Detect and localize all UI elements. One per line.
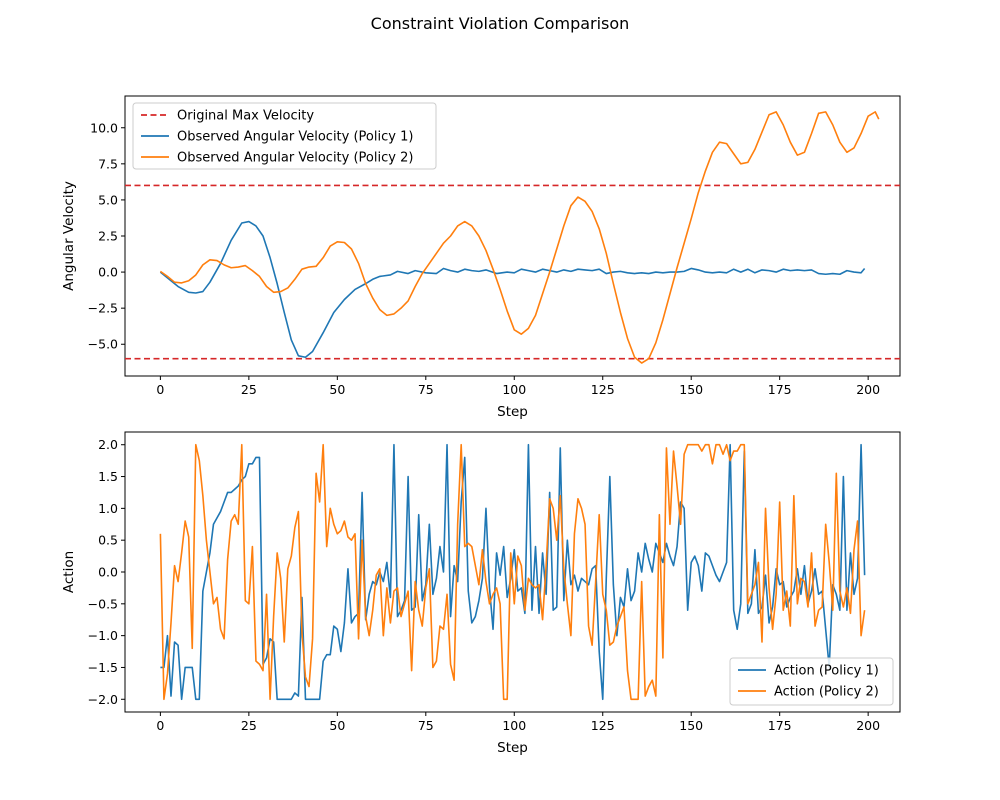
- x-tick-label: 75: [418, 718, 434, 733]
- y-tick-label: −2.5: [88, 301, 118, 316]
- series-line-2: [159, 111, 880, 364]
- x-axis-label: Step: [497, 404, 528, 420]
- y-tick-label: −0.5: [88, 596, 118, 611]
- plot-area: [125, 111, 900, 364]
- y-tick-label: 0.5: [98, 533, 118, 548]
- x-tick-label: 150: [679, 718, 703, 733]
- legend-entry: Action (Policy 1): [774, 664, 879, 679]
- y-tick-label: 1.5: [98, 469, 118, 484]
- x-tick-label: 25: [241, 382, 257, 397]
- y-tick-label: −2.0: [88, 692, 118, 707]
- legend-box: [729, 657, 894, 706]
- plot-area: [159, 443, 866, 701]
- legend: Action (Policy 1) Action (Policy 2): [729, 657, 894, 706]
- x-tick-label: 0: [156, 382, 164, 397]
- x-tick-label: 100: [502, 718, 526, 733]
- y-tick-label: 2.5: [98, 229, 118, 244]
- y-tick-label: −1.5: [88, 660, 118, 675]
- x-tick-label: 200: [856, 718, 880, 733]
- y-tick-label: −5.0: [88, 337, 118, 352]
- legend: Original Max Velocity Observed Angular Ve…: [132, 102, 437, 170]
- x-tick-label: 175: [768, 718, 792, 733]
- x-tick-label: 125: [591, 382, 615, 397]
- legend-box: [132, 102, 437, 170]
- x-tick-label: 75: [418, 382, 434, 397]
- chart-panel-1: 0 25 50 75 100 125 150 175 200 −5.0 −2.5 0.0 2.5 5.0 7…: [61, 95, 901, 420]
- legend-entry: Action (Policy 2): [774, 685, 879, 700]
- x-tick-label: 100: [502, 382, 526, 397]
- y-tick-label: 0.0: [98, 265, 118, 280]
- y-axis-label: Angular Velocity: [61, 181, 77, 291]
- y-tick-label: 10.0: [90, 120, 118, 135]
- x-tick-label: 200: [856, 382, 880, 397]
- x-tick-label: 50: [329, 382, 345, 397]
- y-tick-label: 7.5: [98, 156, 118, 171]
- legend-entry: Observed Angular Velocity (Policy 2): [177, 151, 413, 166]
- series-line-2: [159, 443, 866, 701]
- chart-panel-2: 0 25 50 75 100 125 150 175 200 −2.0 −1.5 −1.0 −0.5 0.…: [61, 431, 901, 756]
- y-tick-label: 5.0: [98, 192, 118, 207]
- legend-entry: Original Max Velocity: [177, 109, 314, 124]
- y-tick-label: 1.0: [98, 501, 118, 516]
- x-tick-label: 175: [768, 382, 792, 397]
- figure-title: Constraint Violation Comparison: [371, 14, 630, 33]
- x-tick-label: 125: [591, 718, 615, 733]
- y-axis-label: Action: [61, 551, 77, 593]
- series-line-1: [159, 220, 866, 359]
- x-tick-label: 150: [679, 382, 703, 397]
- y-tick-label: 0.0: [98, 565, 118, 580]
- x-tick-label: 50: [329, 718, 345, 733]
- y-tick-label: −1.0: [88, 628, 118, 643]
- x-tick-label: 25: [241, 718, 257, 733]
- x-tick-label: 0: [156, 718, 164, 733]
- x-axis-label: Step: [497, 740, 528, 756]
- legend-entry: Observed Angular Velocity (Policy 1): [177, 130, 413, 145]
- y-tick-label: 2.0: [98, 437, 118, 452]
